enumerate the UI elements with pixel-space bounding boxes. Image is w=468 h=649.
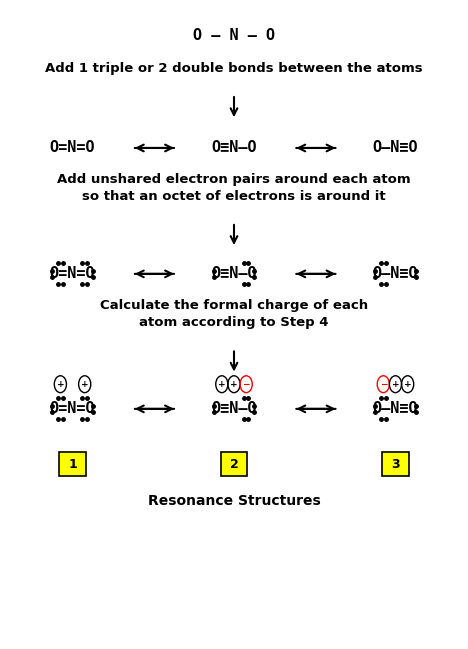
Text: O=N=O: O=N=O <box>50 140 95 156</box>
Text: so that an octet of electrons is around it: so that an octet of electrons is around … <box>82 190 386 203</box>
Text: O — N — O: O — N — O <box>193 28 275 43</box>
Text: 3: 3 <box>391 458 400 471</box>
FancyBboxPatch shape <box>59 452 86 476</box>
Text: 2: 2 <box>230 458 238 471</box>
Text: O=N=O: O=N=O <box>50 401 95 417</box>
Text: Calculate the formal charge of each: Calculate the formal charge of each <box>100 299 368 312</box>
FancyBboxPatch shape <box>382 452 409 476</box>
Text: O–N≡O: O–N≡O <box>373 266 418 282</box>
Text: O≡N–O: O≡N–O <box>211 266 257 282</box>
Text: O–N≡O: O–N≡O <box>373 140 418 156</box>
Text: +: + <box>57 380 64 389</box>
Text: atom according to Step 4: atom according to Step 4 <box>139 316 329 329</box>
Text: O–N≡O: O–N≡O <box>373 401 418 417</box>
Text: +: + <box>230 380 238 389</box>
Text: O≡N–O: O≡N–O <box>211 140 257 156</box>
Text: +: + <box>81 380 88 389</box>
Text: Resonance Structures: Resonance Structures <box>147 494 321 508</box>
Text: O≡N–O: O≡N–O <box>211 401 257 417</box>
Text: Add unshared electron pairs around each atom: Add unshared electron pairs around each … <box>57 173 411 186</box>
Text: −: − <box>242 380 250 389</box>
Text: +: + <box>218 380 226 389</box>
Text: +: + <box>404 380 411 389</box>
Text: +: + <box>392 380 399 389</box>
Text: Add 1 triple or 2 double bonds between the atoms: Add 1 triple or 2 double bonds between t… <box>45 62 423 75</box>
Text: O=N=O: O=N=O <box>50 266 95 282</box>
Text: −: − <box>380 380 387 389</box>
Text: 1: 1 <box>68 458 77 471</box>
FancyBboxPatch shape <box>221 452 247 476</box>
